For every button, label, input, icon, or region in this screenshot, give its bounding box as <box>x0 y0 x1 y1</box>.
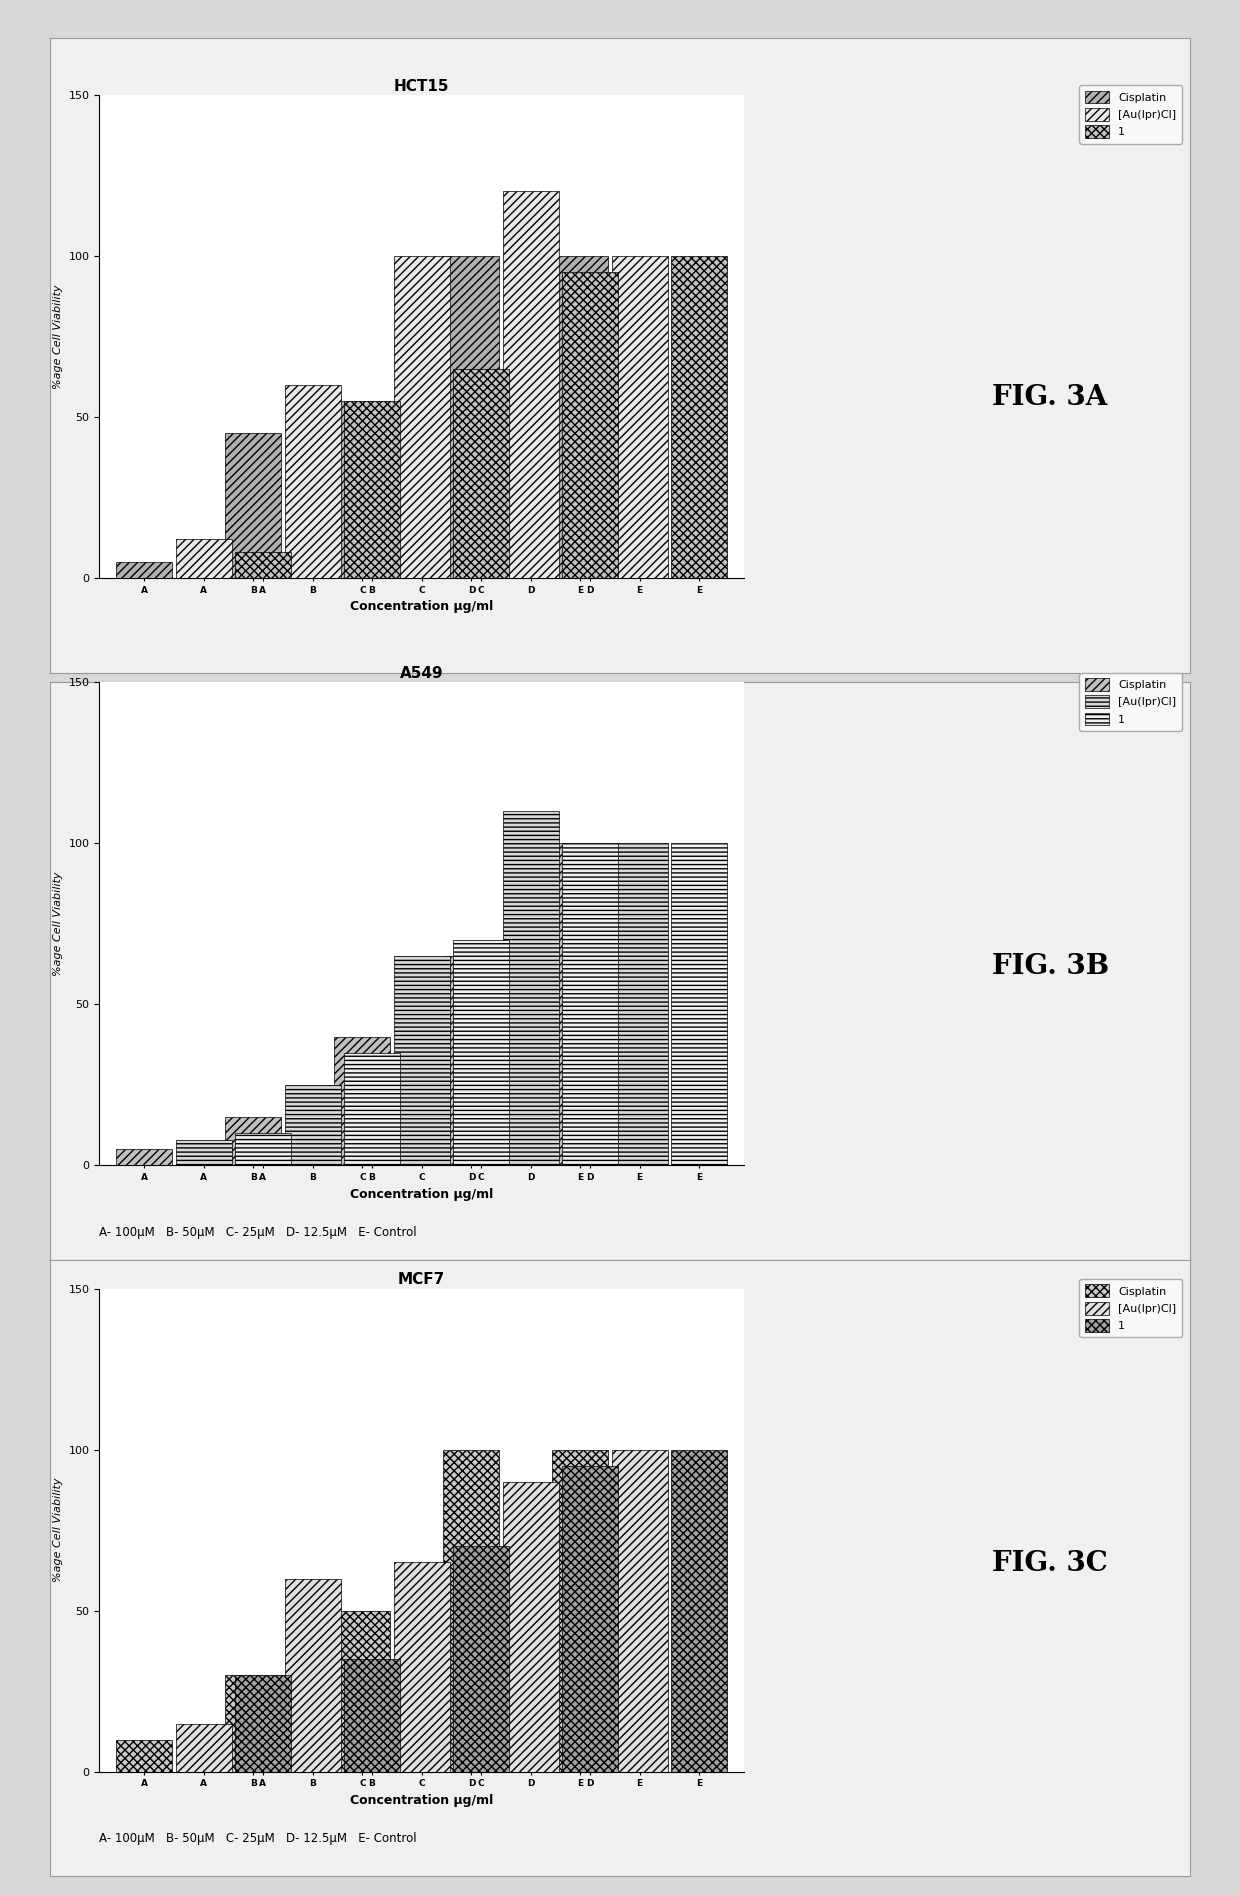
X-axis label: Concentration μg/ml: Concentration μg/ml <box>350 601 494 614</box>
Y-axis label: %age Cell Viability: %age Cell Viability <box>53 872 63 976</box>
Text: A- 100μM   B- 50μM   C- 25μM   D- 12.5μM   E- Control: A- 100μM B- 50μM C- 25μM D- 12.5μM E- Co… <box>99 1226 417 1239</box>
Bar <box>393 1561 450 1772</box>
Bar <box>562 843 618 1165</box>
Bar <box>453 370 508 578</box>
Bar <box>176 1139 232 1165</box>
Title: HCT15: HCT15 <box>394 78 449 93</box>
X-axis label: Concentration μg/ml: Concentration μg/ml <box>350 1188 494 1201</box>
Bar <box>393 955 450 1165</box>
Bar <box>117 563 172 578</box>
Bar <box>444 1450 500 1772</box>
Bar <box>393 256 450 578</box>
Bar <box>234 1675 290 1772</box>
Bar <box>226 1675 281 1772</box>
Bar <box>562 1467 618 1772</box>
Bar <box>553 1450 609 1772</box>
Bar <box>444 955 500 1165</box>
Bar <box>343 1052 399 1165</box>
Title: A549: A549 <box>399 665 444 680</box>
Legend: Cisplatin, [Au(Ipr)Cl], 1: Cisplatin, [Au(Ipr)Cl], 1 <box>1079 85 1182 144</box>
Bar <box>611 256 667 578</box>
Bar <box>226 434 281 578</box>
Bar <box>335 402 391 578</box>
Y-axis label: %age Cell Viability: %age Cell Viability <box>53 284 63 388</box>
Text: A- 100μM   B- 50μM   C- 25μM   D- 12.5μM   E- Control: A- 100μM B- 50μM C- 25μM D- 12.5μM E- Co… <box>99 1832 417 1846</box>
Bar <box>234 1133 290 1165</box>
Bar <box>226 1116 281 1165</box>
Bar <box>284 1579 341 1772</box>
Text: FIG. 3C: FIG. 3C <box>992 1550 1107 1577</box>
Y-axis label: %age Cell Viability: %age Cell Viability <box>53 1478 63 1582</box>
Bar <box>671 256 727 578</box>
Text: FIG. 3A: FIG. 3A <box>992 385 1107 411</box>
Bar <box>176 540 232 578</box>
Bar <box>117 1740 172 1772</box>
Bar <box>234 551 290 578</box>
Title: MCF7: MCF7 <box>398 1272 445 1287</box>
Bar <box>284 1084 341 1165</box>
Bar <box>502 191 559 578</box>
Bar <box>671 1450 727 1772</box>
X-axis label: Concentration μg/ml: Concentration μg/ml <box>350 1795 494 1808</box>
Bar <box>453 940 508 1165</box>
Bar <box>343 1660 399 1772</box>
Bar <box>553 256 609 578</box>
Bar <box>611 1450 667 1772</box>
Bar <box>611 843 667 1165</box>
Bar <box>284 385 341 578</box>
Bar <box>176 1724 232 1772</box>
Legend: Cisplatin, [Au(Ipr)Cl], 1: Cisplatin, [Au(Ipr)Cl], 1 <box>1079 1279 1182 1338</box>
Bar <box>117 1148 172 1165</box>
Bar <box>335 1037 391 1165</box>
Bar <box>502 811 559 1165</box>
Text: FIG. 3B: FIG. 3B <box>992 953 1109 980</box>
Bar <box>343 402 399 578</box>
Bar <box>335 1611 391 1772</box>
Legend: Cisplatin, [Au(Ipr)Cl], 1: Cisplatin, [Au(Ipr)Cl], 1 <box>1079 673 1182 731</box>
Bar <box>444 256 500 578</box>
Bar <box>502 1482 559 1772</box>
Bar <box>553 843 609 1165</box>
Bar <box>671 843 727 1165</box>
Bar <box>562 271 618 578</box>
Bar <box>453 1546 508 1772</box>
